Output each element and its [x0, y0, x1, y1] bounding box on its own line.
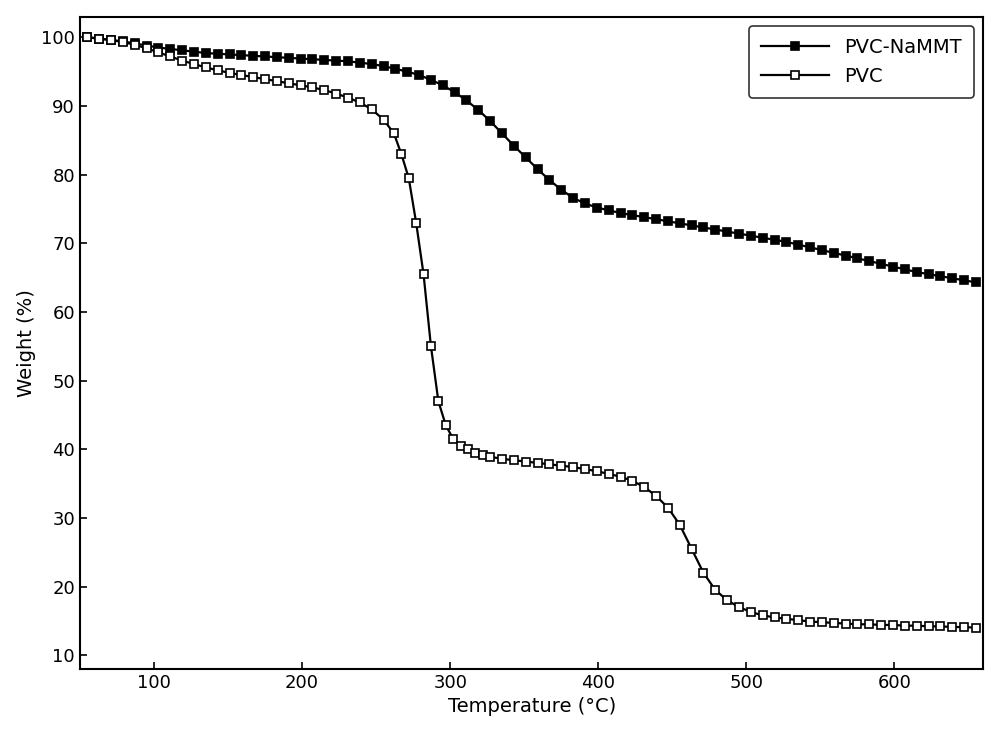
PVC-NaMMT	[970, 278, 982, 287]
PVC	[970, 623, 982, 632]
PVC-NaMMT	[792, 240, 804, 249]
PVC-NaMMT	[389, 65, 401, 73]
PVC	[840, 619, 852, 628]
Legend: PVC-NaMMT, PVC: PVC-NaMMT, PVC	[749, 26, 974, 98]
Line: PVC: PVC	[84, 34, 980, 632]
X-axis label: Temperature (°C): Temperature (°C)	[448, 697, 616, 716]
PVC-NaMMT	[650, 215, 662, 224]
PVC	[81, 33, 93, 42]
PVC-NaMMT	[543, 176, 555, 185]
PVC-NaMMT	[674, 219, 686, 228]
PVC-NaMMT	[164, 45, 176, 54]
Y-axis label: Weight (%): Weight (%)	[17, 289, 36, 397]
PVC	[792, 616, 804, 625]
PVC	[721, 596, 733, 605]
PVC	[615, 472, 627, 481]
PVC-NaMMT	[81, 33, 93, 42]
PVC	[543, 460, 555, 468]
Line: PVC-NaMMT: PVC-NaMMT	[84, 34, 980, 286]
PVC	[875, 621, 887, 630]
